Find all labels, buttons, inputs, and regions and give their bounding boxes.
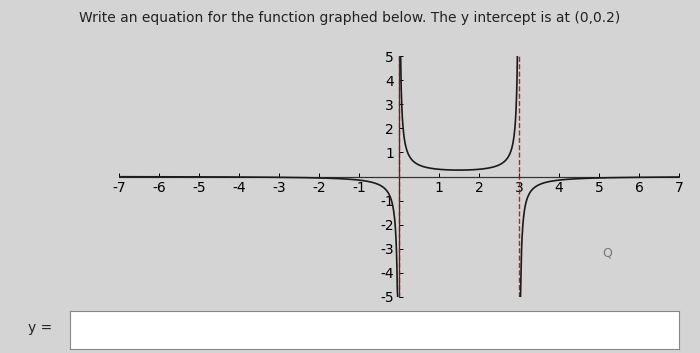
Text: Q: Q (602, 247, 612, 260)
Text: Write an equation for the function graphed below. The y intercept is at (0,0.2): Write an equation for the function graph… (79, 11, 621, 25)
Text: y =: y = (28, 321, 52, 335)
